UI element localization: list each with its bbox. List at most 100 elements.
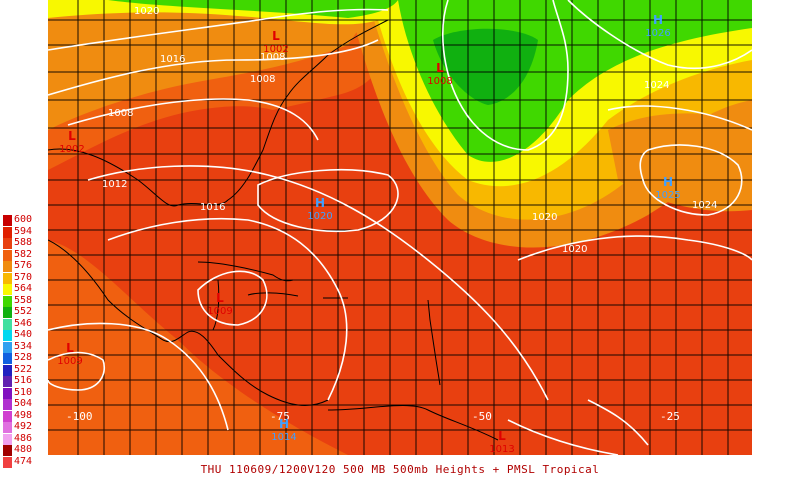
legend-entry: 582: [0, 248, 48, 262]
legend-entry: 546: [0, 317, 48, 331]
longitude-labels: -100 -75 -50 -25: [66, 410, 680, 423]
legend-swatch: [3, 284, 12, 295]
isobar-label: 1020: [562, 244, 587, 255]
legend-swatch: [3, 341, 12, 353]
center-letter: L: [272, 29, 280, 43]
isobar-label: 1008: [108, 108, 133, 119]
legend-entry: 528: [0, 352, 48, 365]
isobar-label: 1020: [134, 6, 159, 17]
isobar-label: 1008: [260, 52, 285, 63]
longitude-label: -25: [660, 410, 680, 423]
legend-swatch: [3, 261, 12, 272]
center-pressure-value: 1002: [59, 144, 84, 155]
center-pressure-value: 1008: [427, 76, 452, 87]
legend-label: 552: [14, 306, 33, 317]
legend-swatch: [3, 410, 12, 422]
legend-label: 522: [14, 363, 33, 375]
center-pressure-value: 1009: [57, 356, 82, 367]
height-field-558: [108, 0, 752, 162]
lat-lon-grid: [48, 0, 752, 455]
legend-label: 528: [14, 352, 33, 363]
center-pressure-value: 1020: [307, 211, 332, 222]
center-letter: H: [653, 13, 663, 27]
center-letter: L: [498, 429, 506, 443]
legend-label: 498: [14, 409, 33, 421]
legend-entry: 588: [0, 237, 48, 250]
legend-label: 516: [14, 375, 33, 386]
legend-entry: 522: [0, 363, 48, 377]
coastlines: [48, 19, 499, 441]
weather-map: 1020 1016 1008 1008 1008 1012 1016 1020 1024 1024…: [48, 0, 752, 455]
center-letter: L: [68, 129, 76, 143]
legend-label: 534: [14, 340, 33, 352]
legend-entry: 510: [0, 386, 48, 400]
legend-swatch: [3, 387, 12, 399]
legend-entry: 564: [0, 283, 48, 296]
legend-entry: 576: [0, 260, 48, 273]
legend-entry: 534: [0, 340, 48, 354]
height-field-582: [48, 0, 389, 455]
center-pressure-value: 1013: [489, 444, 514, 455]
isobar-label: 1016: [200, 202, 225, 213]
legend-swatch: [3, 422, 12, 433]
height-field-582-south: [48, 240, 348, 455]
legend-swatch: [3, 330, 12, 341]
legend-entry: 492: [0, 421, 48, 434]
isobar-label: 1024: [644, 80, 669, 91]
legend-swatch: [3, 295, 12, 307]
height-field-552: [433, 28, 538, 105]
legend-swatch: [3, 238, 12, 249]
legend-entry: 486: [0, 433, 48, 446]
legend-label: 600: [14, 214, 33, 225]
legend-label: 510: [14, 386, 33, 398]
isobar-labels: 1020 1016 1008 1008 1008 1012 1016 1020 1024 1024…: [102, 6, 717, 255]
legend-swatch: [3, 215, 12, 226]
center-letter: H: [315, 196, 325, 210]
legend-entry: 498: [0, 409, 48, 423]
legend-label: 540: [14, 329, 33, 340]
height-field-588-pocket: [48, 106, 318, 230]
legend-swatch: [3, 433, 12, 445]
legend-entry: 558: [0, 295, 48, 308]
legend-label: 564: [14, 283, 33, 294]
legend-swatch: [3, 318, 12, 330]
longitude-label: -100: [66, 410, 93, 423]
legend-entry: 570: [0, 271, 48, 285]
map-caption: THU 110609/1200V120 500 MB 500mb Heights…: [200, 463, 600, 476]
height-field-576-east: [608, 113, 752, 212]
legend-entry: 516: [0, 375, 48, 388]
legend-entry: 552: [0, 306, 48, 319]
legend-swatch: [3, 272, 12, 284]
legend-entry: 474: [0, 456, 48, 469]
center-letter: L: [436, 61, 444, 75]
longitude-label: -75: [270, 410, 290, 423]
center-pressure-value: 1014: [271, 432, 296, 443]
legend-swatch: [3, 445, 12, 456]
legend-label: 546: [14, 317, 33, 329]
legend-swatch: [3, 307, 12, 318]
legend-swatch: [3, 226, 12, 238]
isobar-label: 1012: [102, 179, 127, 190]
center-pressure-value: 1026: [645, 28, 670, 39]
legend-label: 570: [14, 271, 33, 283]
legend-label: 504: [14, 398, 33, 409]
legend-entry: 480: [0, 444, 48, 457]
color-legend: 600 594 588 582 576 570 564 558 552 546 540 534 528 5…: [0, 214, 48, 469]
legend-swatch: [3, 399, 12, 410]
center-letter: L: [216, 291, 224, 305]
legend-entry: 504: [0, 398, 48, 411]
legend-swatch: [3, 456, 12, 468]
isobar-label: 1016: [160, 54, 185, 65]
isobar-label: 1024: [692, 200, 717, 211]
legend-label: 582: [14, 248, 33, 260]
legend-swatch: [3, 364, 12, 376]
legend-entry: 540: [0, 329, 48, 342]
center-pressure-value: 1009: [207, 306, 232, 317]
